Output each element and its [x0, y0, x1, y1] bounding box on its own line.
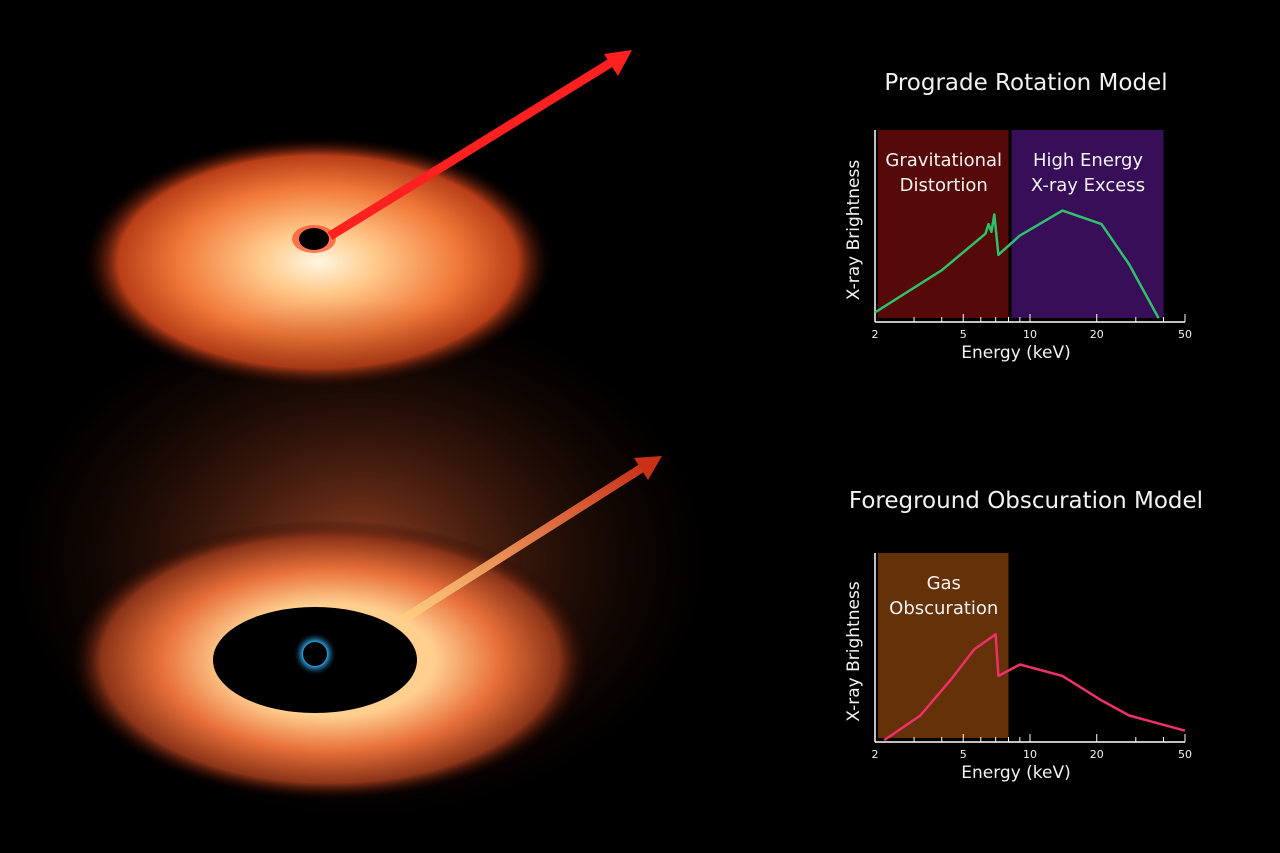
chart-title: Prograde Rotation Model [884, 70, 1167, 96]
x-tick-label: 2 [872, 328, 879, 341]
region-label: Gravitational [885, 150, 1002, 171]
shaded-region [878, 130, 1009, 318]
black-hole [299, 228, 329, 250]
x-axis-label: Energy (keV) [961, 343, 1071, 363]
y-axis-label: X-ray Brightness [844, 581, 864, 722]
spin-arrow [399, 462, 648, 624]
region-label: High Energy [1033, 150, 1143, 171]
x-tick-label: 10 [1023, 748, 1037, 761]
x-tick-label: 50 [1178, 748, 1192, 761]
illustration [10, 50, 710, 820]
x-tick-label: 20 [1090, 328, 1104, 341]
x-tick-label: 10 [1023, 328, 1037, 341]
x-axis-label: Energy (keV) [961, 763, 1071, 783]
arrow-head [604, 50, 632, 76]
spectrum-line [883, 633, 1186, 742]
chart-title: Foreground Obscuration Model [849, 488, 1203, 514]
shaded-region [1011, 130, 1164, 318]
x-tick-label: 20 [1090, 748, 1104, 761]
x-tick-label: 5 [960, 748, 967, 761]
region-label: X-ray Excess [1031, 175, 1145, 196]
line-chart: Prograde Rotation Model Gravitational Dist… [844, 70, 1192, 363]
line-chart: Foreground Obscuration Model Gas Obscurati… [844, 488, 1203, 783]
region-label: Obscuration [889, 598, 998, 619]
spin-arrow [327, 58, 615, 240]
charts: Prograde Rotation Model Gravitational Dist… [844, 70, 1203, 783]
x-tick-label: 2 [872, 748, 879, 761]
y-axis-label: X-ray Brightness [844, 160, 864, 301]
region-label: Gas [927, 573, 961, 594]
x-tick-label: 5 [960, 328, 967, 341]
region-label: Distortion [900, 175, 988, 196]
x-tick-label: 50 [1178, 328, 1192, 341]
arrow-head [634, 456, 662, 480]
black-hole [303, 642, 327, 666]
shaded-region [878, 553, 1009, 738]
spectrum-line [874, 209, 1160, 319]
